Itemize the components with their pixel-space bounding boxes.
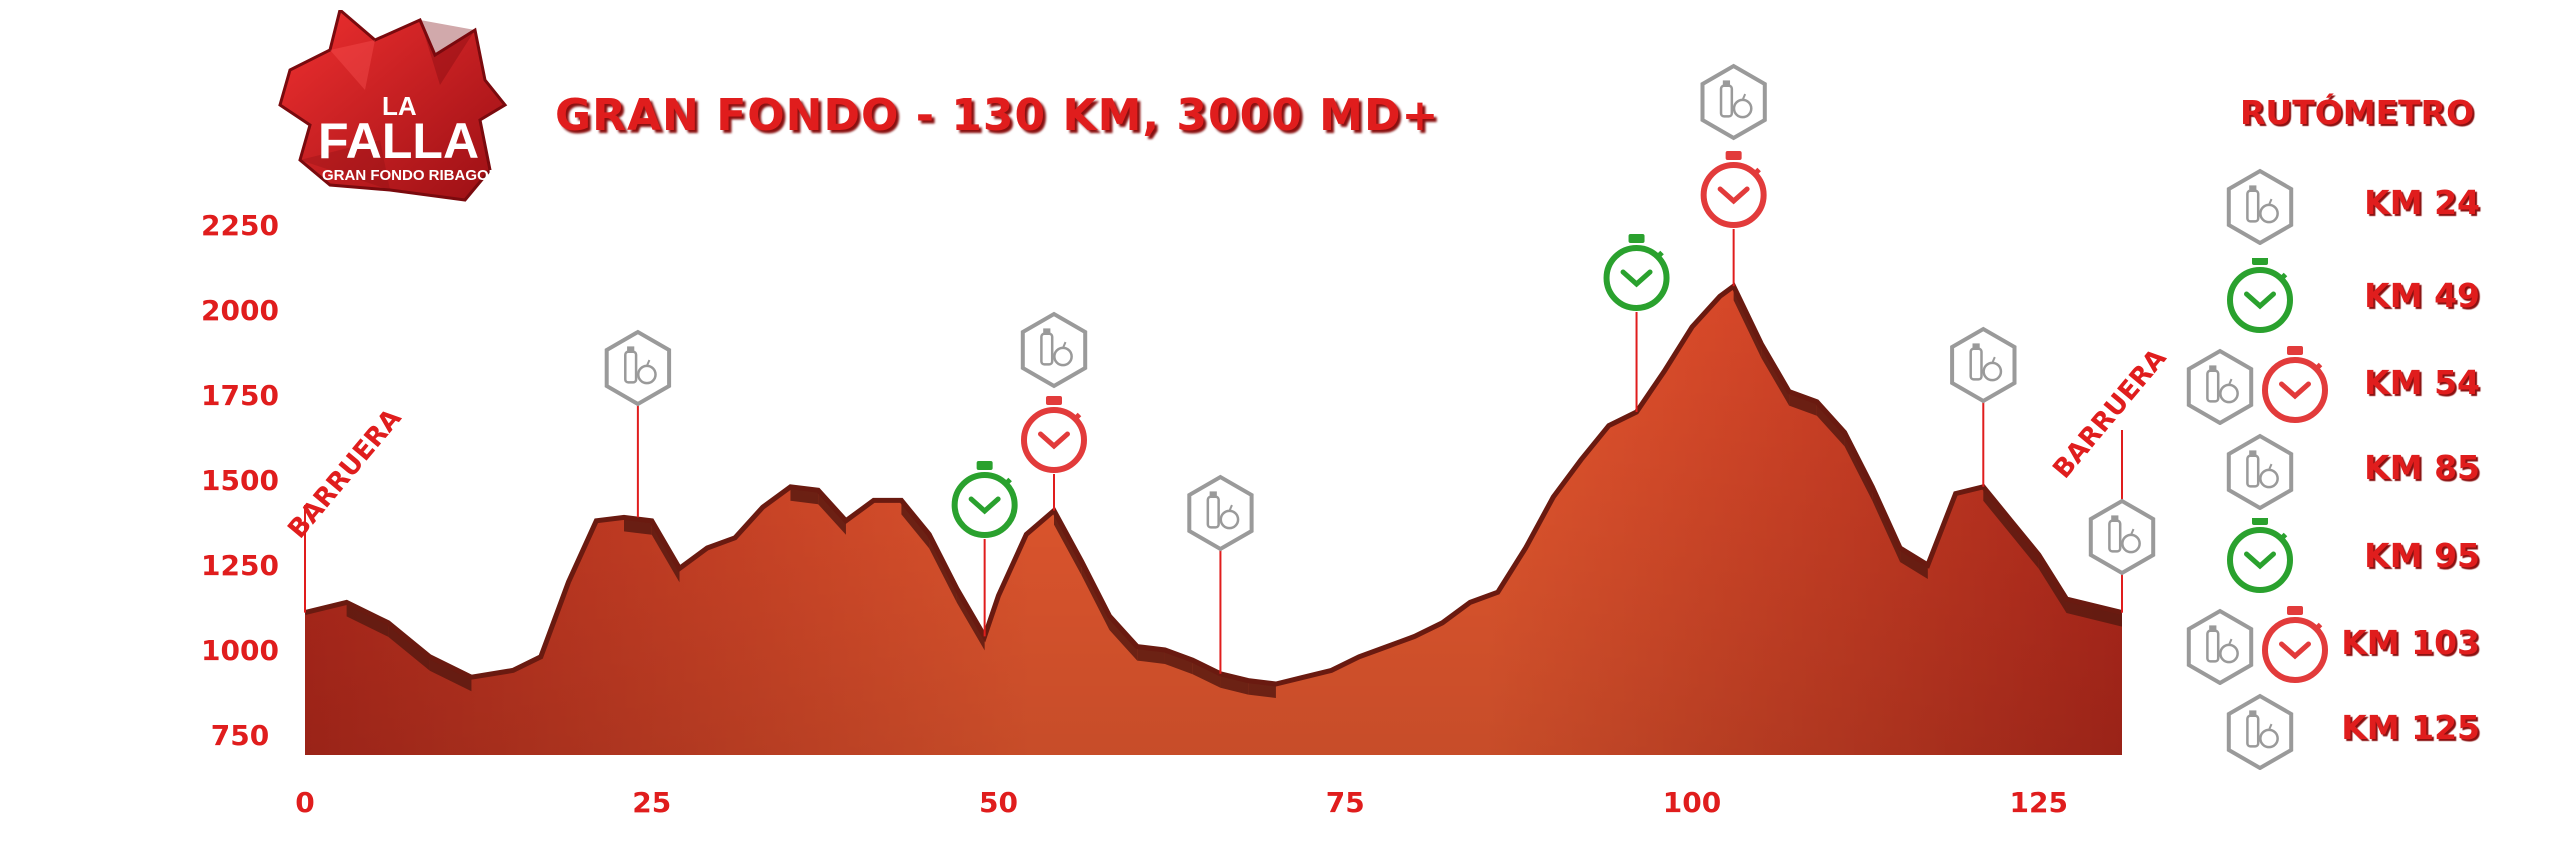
elevation-edge — [429, 656, 472, 692]
rutometro-item-km: KM 54 — [2364, 363, 2480, 402]
timing-green-icon — [2227, 518, 2293, 593]
feed-station-icon — [1950, 326, 2017, 404]
timing-green-icon — [2227, 258, 2293, 333]
x-tick-label: 25 — [632, 786, 671, 819]
rutometro-item-km: KM 85 — [2364, 448, 2480, 487]
feed-station-icon — [1700, 63, 1767, 141]
timing-red-icon — [2262, 346, 2328, 423]
feed-station-icon — [604, 329, 672, 407]
y-tick-label: 2250 — [201, 209, 279, 242]
rutometro-item: KM 54 — [2180, 345, 2480, 425]
rutometro-item-icons — [2226, 433, 2294, 510]
rutometro-item-km: KM 125 — [2341, 708, 2480, 747]
rutometro-item-icons — [2186, 346, 2328, 425]
logo-sub-text: GRAN FONDO RIBAGORZA — [322, 167, 510, 184]
x-tick-label: 100 — [1663, 786, 1721, 819]
poi-marker — [1700, 63, 1767, 287]
poi-marker — [604, 329, 672, 518]
feed-station-icon — [1187, 474, 1254, 552]
elevation-edge — [388, 622, 430, 671]
rutometro-item-km: KM 24 — [2364, 183, 2480, 222]
y-tick-label: 1500 — [201, 464, 279, 497]
elevation-edge — [1164, 650, 1193, 675]
rutometro-item-km: KM 95 — [2364, 536, 2480, 575]
poi-marker — [2088, 498, 2156, 613]
rutometro-item-icons — [2227, 518, 2293, 593]
timing-red-icon — [2262, 606, 2328, 683]
feed-station-icon — [2226, 693, 2294, 770]
poi-marker — [1187, 474, 1254, 674]
feed-station-icon — [2226, 168, 2294, 245]
feed-station-icon — [1020, 311, 1088, 389]
start-label: BARRUERA — [282, 403, 407, 544]
feed-station-icon — [2186, 348, 2254, 425]
rutometro-item: KM 49 — [2180, 258, 2480, 338]
y-tick-label: 1750 — [201, 379, 279, 412]
y-tick-label: 1250 — [201, 549, 279, 582]
rutometro-item: KM 24 — [2180, 165, 2480, 245]
rutometro-item-km: KM 103 — [2341, 623, 2480, 662]
poi-marker — [951, 461, 1018, 637]
y-tick-label: 750 — [211, 719, 269, 752]
x-tick-label: 125 — [2010, 786, 2068, 819]
logo-top-text: LA — [382, 91, 417, 121]
rutometro-title: RUTÓMETRO — [2240, 93, 2475, 132]
elevation-area-shade — [305, 286, 2122, 755]
finish-label: BARRUERA — [2047, 343, 2172, 484]
rutometro-item-icons — [2226, 168, 2294, 245]
feed-station-icon — [2088, 498, 2156, 576]
rutometro-item: KM 85 — [2180, 430, 2480, 510]
elevation-edge — [1789, 391, 1817, 416]
timing-red-icon — [1700, 151, 1767, 228]
feed-station-icon — [2186, 608, 2254, 685]
elevation-line — [304, 282, 2123, 687]
poi-marker — [1020, 311, 1088, 511]
poi-marker — [1603, 234, 1670, 412]
feed-station-icon — [2226, 433, 2294, 510]
chart-title: GRAN FONDO - 130 KM, 3000 MD+ — [555, 90, 1440, 141]
rutometro-item-icons — [2186, 606, 2328, 685]
x-tick-label: 50 — [979, 786, 1018, 819]
rutometro-item-icons — [2226, 693, 2294, 770]
rutometro-item: KM 125 — [2180, 690, 2480, 770]
rutometro-item-km: KM 49 — [2364, 276, 2480, 315]
la-falla-logo: LA FALLA GRAN FONDO RIBAGORZA — [278, 10, 510, 202]
y-tick-label: 2000 — [201, 294, 279, 327]
timing-red-icon — [1020, 396, 1087, 473]
elevation-edge — [2066, 599, 2122, 627]
x-tick-label: 75 — [1326, 786, 1365, 819]
rutometro-item: KM 103 — [2180, 605, 2480, 685]
rutometro-item: KM 95 — [2180, 518, 2480, 598]
timing-green-icon — [951, 461, 1018, 538]
poi-marker — [1950, 326, 2017, 487]
timing-green-icon — [1603, 234, 1670, 311]
logo-main-text: FALLA — [318, 113, 479, 169]
x-tick-label: 0 — [295, 786, 314, 819]
elevation-edge — [1192, 660, 1221, 688]
rutometro-item-icons — [2227, 258, 2293, 333]
y-tick-label: 1000 — [201, 634, 279, 667]
elevation-edge — [1900, 548, 1928, 579]
elevation-edge — [346, 602, 389, 637]
